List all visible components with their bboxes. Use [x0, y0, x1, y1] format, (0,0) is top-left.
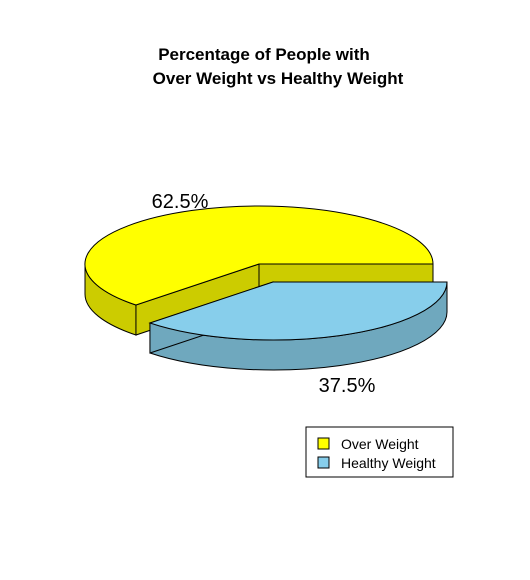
legend-swatch-over-weight — [317, 437, 330, 450]
slice-top-healthy-weight — [148, 281, 448, 341]
slice-label-healthy-weight: 37.5% — [319, 375, 376, 397]
slice-healthy-weight — [148, 281, 448, 371]
legend-swatch-healthy-weight — [317, 456, 330, 469]
legend-box — [305, 426, 454, 478]
chart-title-line-1: Percentage of People with — [158, 45, 370, 64]
slice-top-over-weight — [84, 205, 434, 306]
pie-slices — [84, 205, 448, 371]
legend: Over Weight Healthy Weight — [305, 426, 454, 478]
slice-label-over-weight: 62.5% — [152, 191, 209, 213]
legend-label-over-weight: Over Weight — [341, 436, 419, 452]
legend-label-healthy-weight: Healthy Weight — [341, 455, 436, 471]
chart-title-line-2: Over Weight vs Healthy Weight — [153, 69, 404, 88]
